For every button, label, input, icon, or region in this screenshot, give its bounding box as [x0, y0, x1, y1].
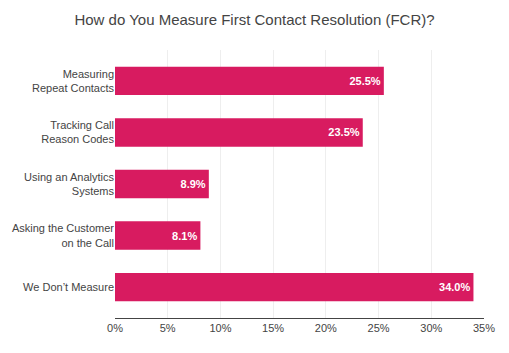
svg-text:30%: 30% — [420, 322, 442, 334]
svg-text:Tracking CallReason Codes: Tracking CallReason Codes — [41, 119, 114, 145]
svg-text:23.5%: 23.5% — [328, 126, 359, 138]
svg-text:5%: 5% — [160, 322, 176, 334]
svg-text:8.1%: 8.1% — [172, 230, 197, 242]
svg-text:34.0%: 34.0% — [439, 281, 470, 293]
svg-text:How do You Measure First Conta: How do You Measure First Contact Resolut… — [74, 11, 434, 28]
svg-text:35%: 35% — [473, 322, 495, 334]
svg-text:15%: 15% — [262, 322, 284, 334]
svg-text:We Don’t Measure: We Don’t Measure — [23, 281, 114, 293]
svg-text:20%: 20% — [315, 322, 337, 334]
svg-text:25%: 25% — [368, 322, 390, 334]
svg-text:MeasuringRepeat Contacts: MeasuringRepeat Contacts — [32, 68, 114, 94]
svg-text:25.5%: 25.5% — [349, 75, 380, 87]
svg-text:Using an AnalyticsSystems: Using an AnalyticsSystems — [24, 171, 114, 197]
svg-text:8.9%: 8.9% — [181, 178, 206, 190]
svg-text:10%: 10% — [209, 322, 231, 334]
svg-text:0%: 0% — [107, 322, 123, 334]
svg-text:Asking the Customeron the Call: Asking the Customeron the Call — [12, 222, 114, 248]
